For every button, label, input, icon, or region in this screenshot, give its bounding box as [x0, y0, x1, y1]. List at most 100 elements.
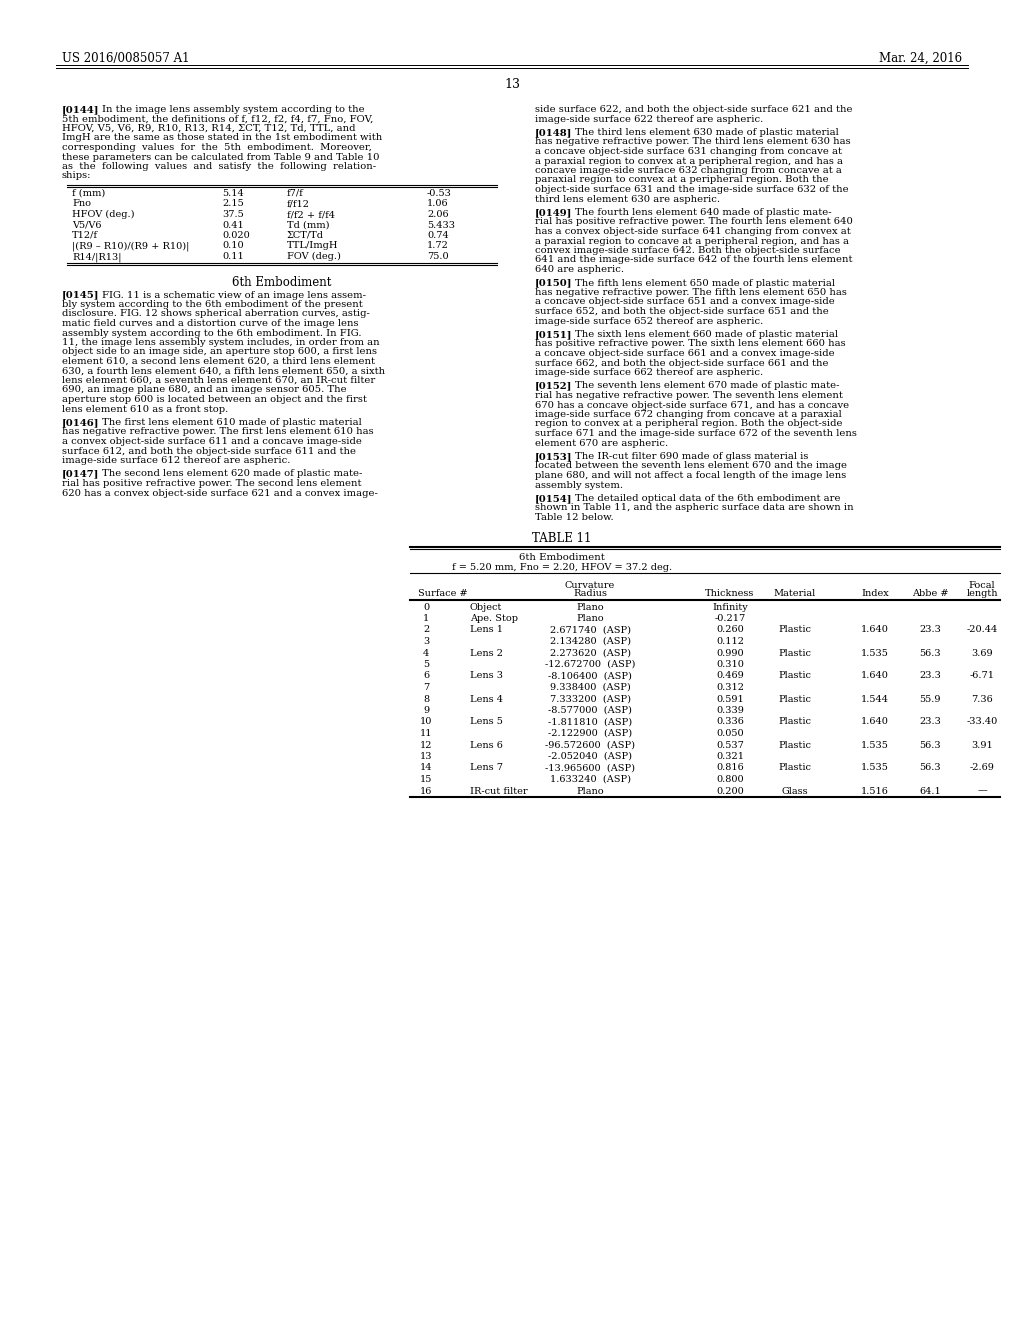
Text: a convex object-side surface 611 and a concave image-side: a convex object-side surface 611 and a c…	[62, 437, 361, 446]
Text: -96.572600  (ASP): -96.572600 (ASP)	[545, 741, 635, 750]
Text: located between the seventh lens element 670 and the image: located between the seventh lens element…	[535, 462, 847, 470]
Text: as  the  following  values  and  satisfy  the  following  relation-: as the following values and satisfy the …	[62, 162, 376, 172]
Text: 0.537: 0.537	[716, 741, 744, 750]
Text: Plastic: Plastic	[778, 648, 811, 657]
Text: paraxial region to convex at a peripheral region. Both the: paraxial region to convex at a periphera…	[535, 176, 828, 185]
Text: corresponding  values  for  the  5th  embodiment.  Moreover,: corresponding values for the 5th embodim…	[62, 143, 372, 152]
Text: Ape. Stop: Ape. Stop	[470, 614, 518, 623]
Text: 2.273620  (ASP): 2.273620 (ASP)	[550, 648, 631, 657]
Text: 4: 4	[423, 648, 429, 657]
Text: 11, the image lens assembly system includes, in order from an: 11, the image lens assembly system inclu…	[62, 338, 380, 347]
Text: Thickness: Thickness	[706, 590, 755, 598]
Text: Td (mm): Td (mm)	[287, 220, 330, 230]
Text: Plastic: Plastic	[778, 694, 811, 704]
Text: image-side surface 662 thereof are aspheric.: image-side surface 662 thereof are asphe…	[535, 368, 763, 378]
Text: 640 are aspheric.: 640 are aspheric.	[535, 265, 624, 275]
Text: 56.3: 56.3	[920, 741, 941, 750]
Text: [0148]: [0148]	[535, 128, 572, 137]
Text: a paraxial region to convex at a peripheral region, and has a: a paraxial region to convex at a periphe…	[535, 157, 843, 165]
Text: US 2016/0085057 A1: US 2016/0085057 A1	[62, 51, 189, 65]
Text: 5: 5	[423, 660, 429, 669]
Text: matic field curves and a distortion curve of the image lens: matic field curves and a distortion curv…	[62, 319, 358, 327]
Text: shown in Table 11, and the aspheric surface data are shown in: shown in Table 11, and the aspheric surf…	[535, 503, 854, 512]
Text: object side to an image side, an aperture stop 600, a first lens: object side to an image side, an apertur…	[62, 347, 377, 356]
Text: Plastic: Plastic	[778, 626, 811, 635]
Text: -12.672700  (ASP): -12.672700 (ASP)	[545, 660, 635, 669]
Text: 15: 15	[420, 775, 432, 784]
Text: [0151]: [0151]	[535, 330, 572, 339]
Text: 9.338400  (ASP): 9.338400 (ASP)	[550, 682, 631, 692]
Text: Focal: Focal	[969, 581, 995, 590]
Text: 1.544: 1.544	[861, 694, 889, 704]
Text: Plano: Plano	[577, 614, 604, 623]
Text: lens element 610 as a front stop.: lens element 610 as a front stop.	[62, 404, 228, 413]
Text: 13: 13	[420, 752, 432, 762]
Text: TTL/ImgH: TTL/ImgH	[287, 242, 339, 251]
Text: plane 680, and will not affect a focal length of the image lens: plane 680, and will not affect a focal l…	[535, 471, 846, 480]
Text: has a convex object-side surface 641 changing from convex at: has a convex object-side surface 641 cha…	[535, 227, 851, 236]
Text: -2.052040  (ASP): -2.052040 (ASP)	[548, 752, 632, 762]
Text: f7/f: f7/f	[287, 189, 304, 198]
Text: a concave object-side surface 661 and a convex image-side: a concave object-side surface 661 and a …	[535, 348, 835, 358]
Text: 1.535: 1.535	[861, 741, 889, 750]
Text: 11: 11	[420, 729, 432, 738]
Text: 0.260: 0.260	[716, 626, 743, 635]
Text: 1.516: 1.516	[861, 787, 889, 796]
Text: image-side surface 672 changing from concave at a paraxial: image-side surface 672 changing from con…	[535, 411, 842, 418]
Text: Plastic: Plastic	[778, 718, 811, 726]
Text: Lens 3: Lens 3	[470, 672, 503, 681]
Text: 0.050: 0.050	[716, 729, 743, 738]
Text: 56.3: 56.3	[920, 648, 941, 657]
Text: Table 12 below.: Table 12 below.	[535, 513, 613, 521]
Text: 6: 6	[423, 672, 429, 681]
Text: 670 has a concave object-side surface 671, and has a concave: 670 has a concave object-side surface 67…	[535, 400, 849, 409]
Text: disclosure. FIG. 12 shows spherical aberration curves, astig-: disclosure. FIG. 12 shows spherical aber…	[62, 309, 370, 318]
Text: side surface 622, and both the object-side surface 621 and the: side surface 622, and both the object-si…	[535, 106, 853, 114]
Text: 630, a fourth lens element 640, a fifth lens element 650, a sixth: 630, a fourth lens element 640, a fifth …	[62, 367, 385, 375]
Text: has negative refractive power. The fifth lens element 650 has: has negative refractive power. The fifth…	[535, 288, 847, 297]
Text: 1.640: 1.640	[861, 626, 889, 635]
Text: The detailed optical data of the 6th embodiment are: The detailed optical data of the 6th emb…	[575, 494, 841, 503]
Text: [0145]: [0145]	[62, 290, 99, 300]
Text: -0.217: -0.217	[715, 614, 745, 623]
Text: 0.469: 0.469	[716, 672, 743, 681]
Text: In the image lens assembly system according to the: In the image lens assembly system accord…	[102, 106, 365, 114]
Text: rial has positive refractive power. The fourth lens element 640: rial has positive refractive power. The …	[535, 218, 853, 227]
Text: f/f2 + f/f4: f/f2 + f/f4	[287, 210, 335, 219]
Text: 0.990: 0.990	[716, 648, 743, 657]
Text: 3.69: 3.69	[971, 648, 993, 657]
Text: Lens 1: Lens 1	[470, 626, 503, 635]
Text: ships:: ships:	[62, 172, 91, 181]
Text: [0149]: [0149]	[535, 209, 572, 216]
Text: The seventh lens element 670 made of plastic mate-: The seventh lens element 670 made of pla…	[575, 381, 840, 391]
Text: 12: 12	[420, 741, 432, 750]
Text: third lens element 630 are aspheric.: third lens element 630 are aspheric.	[535, 194, 720, 203]
Text: 13: 13	[504, 78, 520, 91]
Text: surface 671 and the image-side surface 672 of the seventh lens: surface 671 and the image-side surface 6…	[535, 429, 857, 438]
Text: Mar. 24, 2016: Mar. 24, 2016	[879, 51, 962, 65]
Text: 55.9: 55.9	[920, 694, 941, 704]
Text: 1.640: 1.640	[861, 672, 889, 681]
Text: region to convex at a peripheral region. Both the object-side: region to convex at a peripheral region.…	[535, 420, 843, 429]
Text: 23.3: 23.3	[920, 718, 941, 726]
Text: IR-cut filter: IR-cut filter	[470, 787, 527, 796]
Text: 2.15: 2.15	[222, 199, 244, 209]
Text: 1.06: 1.06	[427, 199, 449, 209]
Text: -2.122900  (ASP): -2.122900 (ASP)	[548, 729, 632, 738]
Text: 7: 7	[423, 682, 429, 692]
Text: aperture stop 600 is located between an object and the first: aperture stop 600 is located between an …	[62, 395, 367, 404]
Text: lens element 660, a seventh lens element 670, an IR-cut filter: lens element 660, a seventh lens element…	[62, 376, 375, 385]
Text: 0.112: 0.112	[716, 638, 744, 645]
Text: R14/|R13|: R14/|R13|	[72, 252, 122, 261]
Text: 23.3: 23.3	[920, 672, 941, 681]
Text: The first lens element 610 made of plastic material: The first lens element 610 made of plast…	[102, 418, 361, 426]
Text: Lens 5: Lens 5	[470, 718, 503, 726]
Text: ImgH are the same as those stated in the 1st embodiment with: ImgH are the same as those stated in the…	[62, 133, 382, 143]
Text: surface 662, and both the object-side surface 661 and the: surface 662, and both the object-side su…	[535, 359, 828, 367]
Text: 75.0: 75.0	[427, 252, 449, 261]
Text: 5th embodiment, the definitions of f, f12, f2, f4, f7, Fno, FOV,: 5th embodiment, the definitions of f, f1…	[62, 115, 374, 124]
Text: -20.44: -20.44	[967, 626, 997, 635]
Text: 1.72: 1.72	[427, 242, 449, 251]
Text: has negative refractive power. The third lens element 630 has: has negative refractive power. The third…	[535, 137, 851, 147]
Text: -6.71: -6.71	[970, 672, 994, 681]
